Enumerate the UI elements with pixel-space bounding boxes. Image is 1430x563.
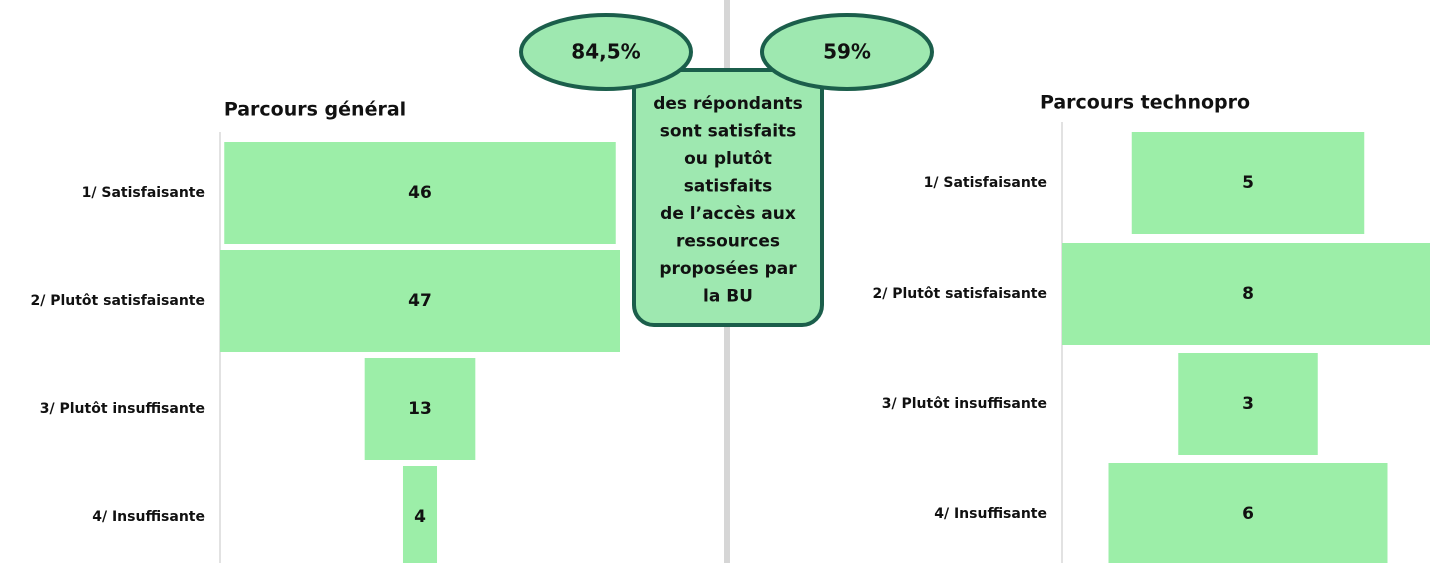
value-label: 5 [1242, 173, 1254, 193]
value-label: 13 [408, 399, 432, 419]
chart-title: Parcours général [224, 99, 406, 121]
callout-line: proposées par [659, 259, 797, 279]
category-label: 1/ Satisfaisante [924, 175, 1047, 191]
callout-line: la BU [703, 287, 753, 307]
badge [760, 13, 934, 91]
callout-line: satisfaits [684, 177, 773, 197]
funnel-bar [364, 358, 476, 460]
value-label: 3 [1242, 394, 1254, 414]
category-label: 1/ Satisfaisante [82, 185, 205, 201]
funnel-bar [402, 466, 438, 563]
callout: 84,5% 59% des répondants sont satisfaits o… [519, 13, 934, 327]
category-label: 4/ Insuffisante [934, 506, 1047, 522]
callout-text: des répondants sont satisfaits ou plutôt sa… [653, 94, 803, 307]
value-label: 47 [408, 291, 432, 311]
value-label: 8 [1242, 284, 1254, 304]
callout-line: ressources [676, 232, 780, 252]
callout-line: des répondants [653, 94, 803, 114]
callout-line: sont satisfaits [660, 122, 797, 142]
funnel-bar [1108, 463, 1388, 563]
category-label: 3/ Plutôt insuffisante [40, 401, 205, 417]
callout-box [632, 68, 824, 327]
badge-label: 84,5% [571, 40, 640, 64]
category-label: 2/ Plutôt satisfaisante [872, 286, 1047, 302]
funnel-bar [224, 142, 616, 244]
funnel-bar [1178, 353, 1318, 455]
badge-label: 59% [823, 40, 871, 64]
chart-title: Parcours technopro [1040, 92, 1250, 114]
category-label: 4/ Insuffisante [92, 509, 205, 525]
funnel-bar [220, 250, 620, 352]
funnel-bar [1131, 132, 1365, 234]
callout-line: de l’accès aux [660, 204, 796, 224]
callout-line: ou plutôt [684, 149, 772, 169]
category-label: 3/ Plutôt insuffisante [882, 396, 1047, 412]
value-label: 6 [1242, 504, 1254, 524]
category-label: 2/ Plutôt satisfaisante [30, 293, 205, 309]
badge [519, 13, 693, 91]
value-label: 4 [414, 507, 426, 527]
value-label: 46 [408, 183, 432, 203]
funnel-bar [1062, 243, 1430, 345]
